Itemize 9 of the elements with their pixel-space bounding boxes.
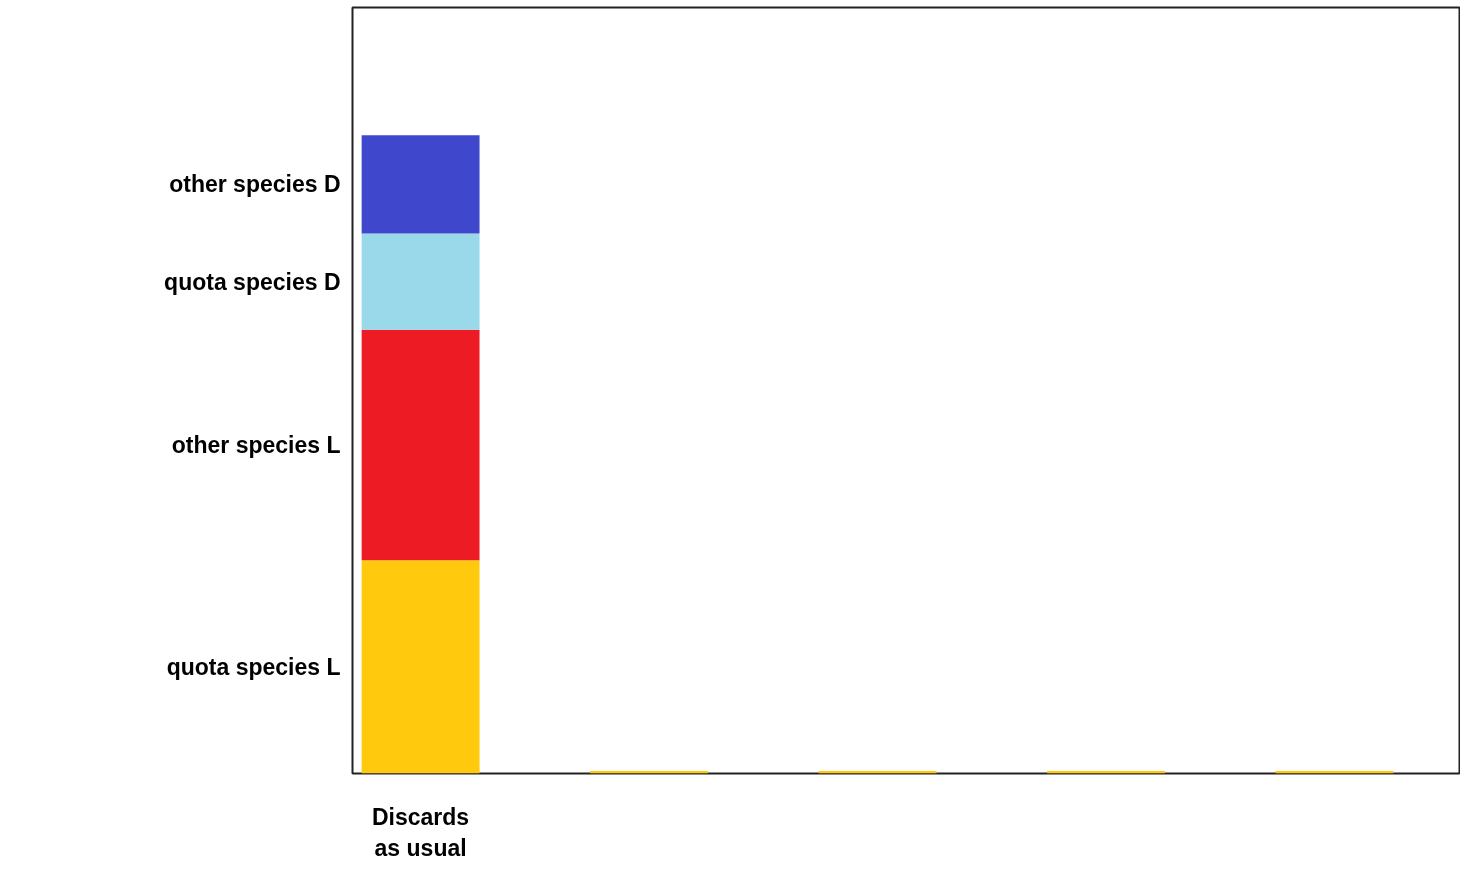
series-label: quota species D <box>164 268 341 295</box>
bar <box>361 560 480 774</box>
series-label: quota species L <box>166 653 341 680</box>
bar <box>361 233 480 330</box>
series-label: other species L <box>171 432 341 459</box>
x-tick-label: Discards as usual <box>372 803 470 861</box>
bar <box>361 329 480 561</box>
series-label: other species D <box>169 171 341 198</box>
bar <box>361 135 480 234</box>
